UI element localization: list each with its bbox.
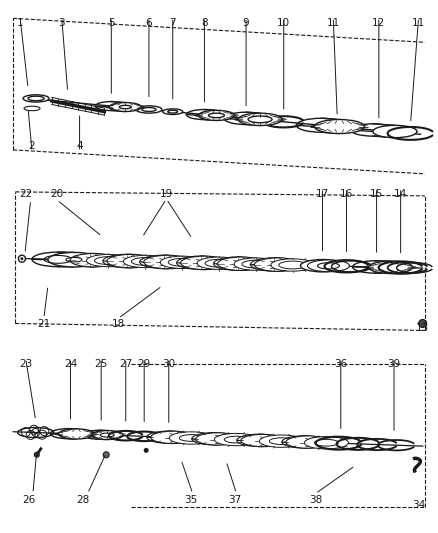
Ellipse shape bbox=[95, 257, 123, 264]
Ellipse shape bbox=[271, 259, 315, 271]
Text: 38: 38 bbox=[309, 495, 322, 505]
Ellipse shape bbox=[168, 110, 178, 113]
Text: 5: 5 bbox=[108, 18, 115, 28]
Ellipse shape bbox=[314, 119, 364, 133]
Ellipse shape bbox=[314, 439, 339, 446]
Ellipse shape bbox=[160, 256, 204, 269]
Ellipse shape bbox=[197, 257, 241, 269]
Text: 26: 26 bbox=[22, 495, 35, 505]
Ellipse shape bbox=[136, 106, 162, 113]
Text: 10: 10 bbox=[277, 18, 290, 28]
Text: 7: 7 bbox=[170, 18, 176, 28]
Ellipse shape bbox=[110, 102, 141, 111]
Ellipse shape bbox=[269, 438, 293, 445]
Ellipse shape bbox=[286, 436, 330, 448]
Ellipse shape bbox=[86, 254, 131, 266]
Text: 11: 11 bbox=[412, 18, 425, 28]
Ellipse shape bbox=[28, 96, 44, 101]
Circle shape bbox=[419, 319, 427, 327]
Ellipse shape bbox=[241, 434, 285, 447]
Text: 6: 6 bbox=[146, 18, 152, 28]
Text: 14: 14 bbox=[394, 189, 407, 199]
Text: 4: 4 bbox=[76, 141, 83, 151]
Ellipse shape bbox=[70, 254, 118, 267]
Text: 34: 34 bbox=[412, 499, 425, 510]
Ellipse shape bbox=[300, 260, 344, 272]
Text: 29: 29 bbox=[138, 359, 151, 369]
Ellipse shape bbox=[318, 263, 339, 269]
Text: 9: 9 bbox=[243, 18, 249, 28]
Text: 27: 27 bbox=[119, 359, 132, 369]
Ellipse shape bbox=[179, 434, 203, 441]
Ellipse shape bbox=[254, 258, 302, 271]
Ellipse shape bbox=[168, 259, 196, 266]
Ellipse shape bbox=[369, 261, 413, 273]
Ellipse shape bbox=[279, 261, 307, 269]
Text: 36: 36 bbox=[334, 359, 347, 369]
Text: 21: 21 bbox=[37, 319, 50, 329]
Circle shape bbox=[103, 452, 109, 458]
Ellipse shape bbox=[242, 260, 270, 268]
Text: 15: 15 bbox=[370, 189, 383, 199]
Text: 8: 8 bbox=[201, 18, 208, 28]
Text: 16: 16 bbox=[340, 189, 353, 199]
Text: 23: 23 bbox=[19, 359, 32, 369]
Text: 19: 19 bbox=[160, 189, 173, 199]
Text: 30: 30 bbox=[162, 359, 175, 369]
Ellipse shape bbox=[107, 254, 155, 268]
Ellipse shape bbox=[91, 431, 123, 440]
Text: 2: 2 bbox=[29, 141, 35, 151]
Text: 20: 20 bbox=[50, 189, 64, 199]
Ellipse shape bbox=[169, 432, 213, 444]
Text: 18: 18 bbox=[112, 319, 125, 329]
Text: 25: 25 bbox=[95, 359, 108, 369]
Ellipse shape bbox=[307, 260, 350, 272]
Text: 1: 1 bbox=[17, 18, 23, 28]
Ellipse shape bbox=[198, 110, 234, 120]
Circle shape bbox=[18, 255, 25, 262]
Ellipse shape bbox=[196, 433, 240, 445]
Ellipse shape bbox=[180, 256, 229, 270]
Ellipse shape bbox=[144, 255, 192, 269]
Ellipse shape bbox=[311, 262, 335, 269]
Text: 35: 35 bbox=[184, 495, 197, 505]
Ellipse shape bbox=[142, 108, 156, 111]
Text: 11: 11 bbox=[327, 18, 340, 28]
Text: 37: 37 bbox=[228, 495, 241, 505]
Ellipse shape bbox=[224, 436, 248, 443]
Ellipse shape bbox=[214, 433, 258, 446]
Ellipse shape bbox=[205, 260, 233, 267]
Text: 17: 17 bbox=[316, 189, 329, 199]
Text: 13: 13 bbox=[416, 324, 429, 334]
Text: 22: 22 bbox=[20, 189, 33, 199]
Ellipse shape bbox=[304, 437, 349, 449]
Ellipse shape bbox=[238, 113, 282, 125]
Ellipse shape bbox=[48, 253, 100, 267]
Circle shape bbox=[21, 257, 23, 260]
Text: 3: 3 bbox=[58, 18, 65, 28]
Ellipse shape bbox=[131, 257, 159, 265]
Ellipse shape bbox=[151, 431, 195, 443]
Circle shape bbox=[144, 448, 148, 453]
Ellipse shape bbox=[23, 95, 49, 102]
Ellipse shape bbox=[259, 435, 304, 447]
Text: 12: 12 bbox=[372, 18, 385, 28]
Ellipse shape bbox=[163, 109, 183, 115]
Text: 24: 24 bbox=[64, 359, 77, 369]
Ellipse shape bbox=[124, 255, 167, 268]
Circle shape bbox=[34, 452, 39, 457]
Ellipse shape bbox=[373, 125, 417, 138]
Text: 39: 39 bbox=[387, 359, 401, 369]
Ellipse shape bbox=[218, 257, 265, 270]
Ellipse shape bbox=[234, 258, 278, 270]
Ellipse shape bbox=[58, 429, 95, 439]
Text: 28: 28 bbox=[77, 495, 90, 505]
